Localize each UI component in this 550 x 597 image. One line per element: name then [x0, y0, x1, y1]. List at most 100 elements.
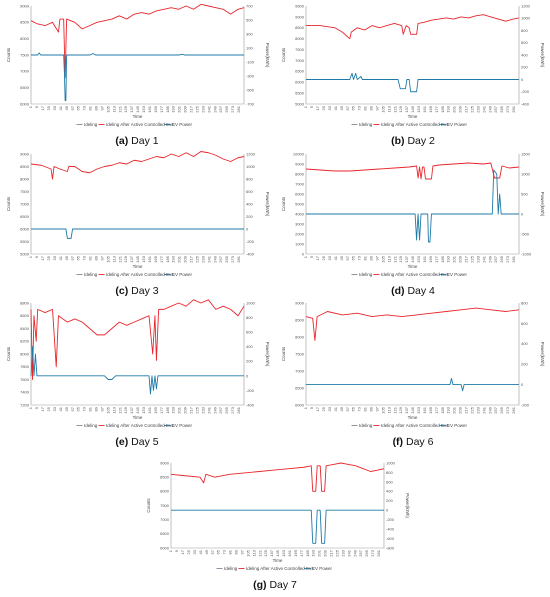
y-left-tick-label: 7500 — [295, 47, 305, 52]
panel-caption: (f) Day 6 — [353, 436, 473, 448]
x-tick-label: 121 — [392, 255, 397, 262]
x-tick-label: 81 — [228, 549, 233, 554]
x-tick-label: 81 — [88, 105, 93, 110]
y-left-tick-label: 1000 — [295, 241, 305, 246]
x-axis-label: Time — [408, 415, 418, 420]
y-right-axis-label: Power(kWh) — [540, 43, 545, 68]
y-right-tick-label: 1000 — [521, 171, 531, 176]
legend-entry: Ideling — [84, 122, 98, 127]
caption-text: Day 2 — [404, 135, 435, 147]
x-tick-label: 169 — [293, 549, 298, 556]
y-left-tick-label: 9000 — [295, 161, 305, 166]
y-right-tick-label: 500 — [246, 17, 253, 22]
x-tick-label: 217 — [329, 549, 334, 556]
x-tick-label: 193 — [171, 105, 176, 112]
x-tick-label: 193 — [446, 105, 451, 112]
y-left-tick-label: 7000 — [20, 201, 30, 206]
x-tick-label: 185 — [440, 105, 445, 112]
x-tick-label: 217 — [464, 406, 469, 413]
x-tick-label: 273 — [370, 549, 375, 556]
x-tick-label: 161 — [422, 255, 427, 262]
x-tick-label: 265 — [224, 255, 229, 262]
y-right-tick-label: 1000 — [521, 16, 531, 21]
x-tick-label: 9 — [34, 255, 39, 258]
y-left-tick-label: 6500 — [20, 214, 30, 219]
series-line-ideling-after-active-controlled-evs — [305, 162, 520, 180]
panel-caption: (b) Day 2 — [353, 135, 473, 147]
x-tick-label: 145 — [135, 105, 140, 112]
x-tick-label: 225 — [469, 406, 474, 413]
x-tick-label: 153 — [281, 549, 286, 556]
x-tick-label: 89 — [234, 549, 239, 554]
y-right-tick-label: 300 — [246, 31, 253, 36]
x-tick-label: 17 — [180, 549, 185, 554]
y-left-tick-label: 7400 — [20, 390, 30, 395]
x-tick-label: 193 — [311, 549, 316, 556]
y-left-tick-label: 8200 — [20, 339, 30, 344]
y-left-axis-label: Counts — [6, 47, 11, 62]
y-right-tick-label: -100 — [246, 59, 255, 64]
y-left-tick-label: 0 — [302, 251, 305, 256]
x-tick-label: 73 — [82, 406, 87, 411]
legend-entry: Ideling After Active Controlled Evs — [106, 423, 174, 428]
series-line-ev-power — [31, 52, 244, 101]
x-tick-label: 57 — [345, 105, 350, 110]
y-right-tick-label: -500 — [521, 231, 530, 236]
x-tick-label: 241 — [206, 105, 211, 112]
legend-entry: EV Power — [312, 566, 333, 571]
y-left-tick-label: 4000 — [295, 211, 305, 216]
y-left-tick-label: 7800 — [20, 364, 30, 369]
caption-text: Day 4 — [404, 285, 435, 297]
x-tick-label: 225 — [194, 105, 199, 112]
y-right-tick-label: 600 — [521, 321, 528, 326]
y-right-tick-label: 600 — [386, 479, 393, 484]
x-tick-label: 153 — [141, 255, 146, 262]
plot-axes — [305, 6, 520, 105]
x-tick-label: 137 — [404, 105, 409, 112]
y-right-tick-label: 200 — [521, 362, 528, 367]
x-tick-label: 33 — [52, 105, 57, 110]
legend-entry: EV Power — [447, 272, 468, 277]
y-right-tick-label: -800 — [386, 545, 395, 550]
x-tick-label: 41 — [58, 255, 63, 260]
x-tick-label: 233 — [340, 549, 345, 556]
x-tick-label: 193 — [171, 406, 176, 413]
x-tick-label: 97 — [99, 255, 104, 260]
y-right-axis-label: Power(kWh) — [540, 192, 545, 217]
x-tick-label: 121 — [392, 105, 397, 112]
x-tick-label: 41 — [333, 406, 338, 411]
x-tick-label: 57 — [70, 105, 75, 110]
y-left-tick-label: 5500 — [20, 239, 30, 244]
y-right-tick-label: -400 — [386, 527, 395, 532]
y-right-tick-label: 0 — [521, 211, 524, 216]
x-axis-label: Time — [408, 264, 418, 269]
x-axis-label: Time — [273, 558, 283, 563]
y-right-tick-label: 600 — [521, 40, 528, 45]
x-tick-label: 177 — [434, 105, 439, 112]
legend-entry: Ideling — [84, 423, 98, 428]
x-tick-label: 145 — [275, 549, 280, 556]
x-tick-label: 105 — [105, 255, 110, 262]
y-right-tick-label: 400 — [246, 201, 253, 206]
y-right-tick-label: -400 — [246, 402, 255, 407]
x-tick-label: 129 — [263, 549, 268, 556]
legend-entry: EV Power — [447, 423, 468, 428]
x-tick-label: 33 — [327, 255, 332, 260]
x-tick-label: 41 — [333, 255, 338, 260]
x-tick-label: 265 — [499, 255, 504, 262]
x-tick-label: 201 — [177, 105, 182, 112]
x-tick-label: 169 — [153, 105, 158, 112]
y-right-tick-label: -200 — [246, 239, 255, 244]
y-left-tick-label: 6500 — [20, 85, 30, 90]
y-right-tick-label: -400 — [246, 251, 255, 256]
panel-caption: (g) Day 7 — [215, 579, 335, 591]
y-right-tick-label: 600 — [246, 189, 253, 194]
y-right-tick-label: -200 — [386, 517, 395, 522]
x-tick-label: 129 — [123, 105, 128, 112]
x-tick-label: 145 — [135, 406, 140, 413]
legend-entry: Ideling After Active Controlled Evs — [381, 423, 449, 428]
x-tick-label: 33 — [327, 105, 332, 110]
y-right-tick-label: 100 — [246, 45, 253, 50]
x-tick-label: 57 — [70, 406, 75, 411]
y-right-tick-label: 400 — [521, 52, 528, 57]
